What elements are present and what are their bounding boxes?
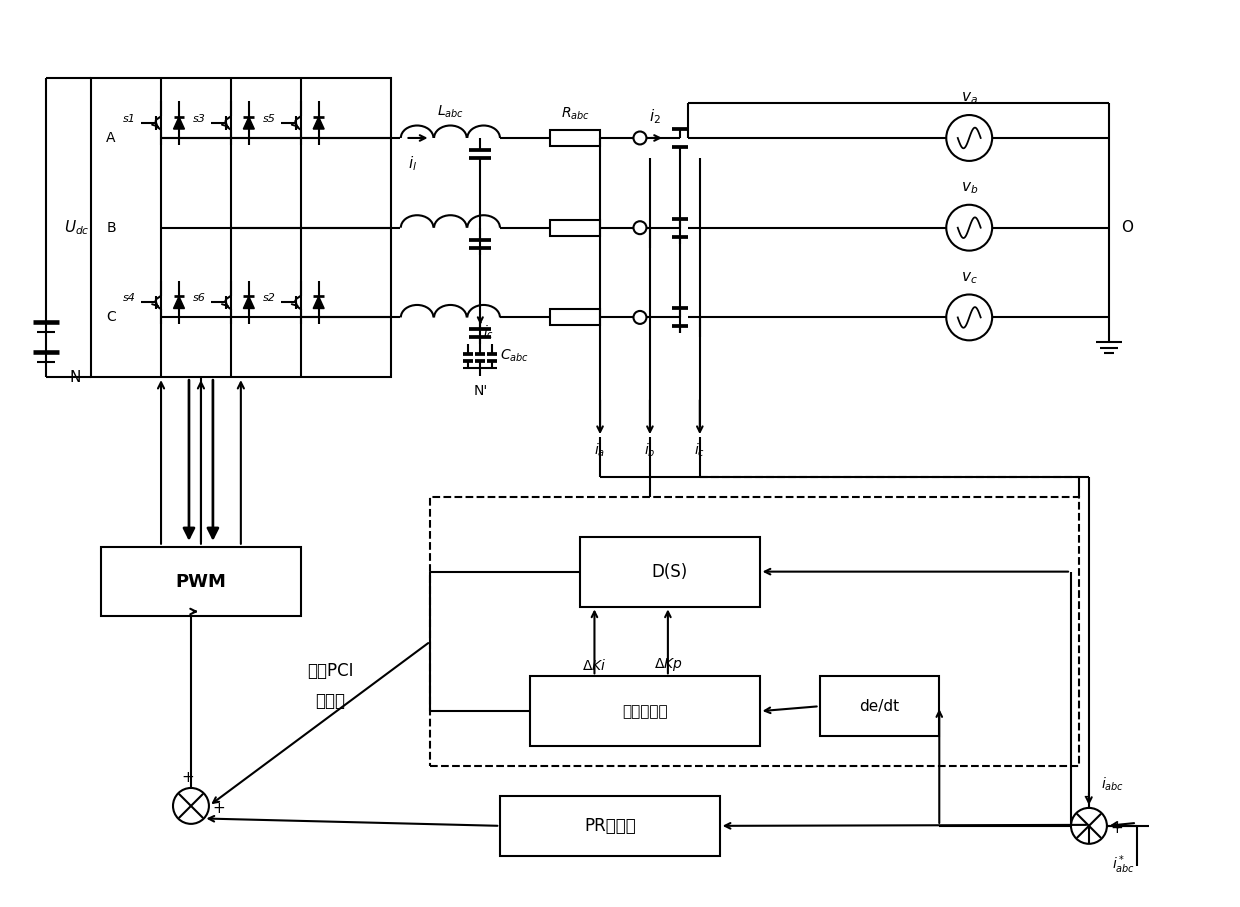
Text: $R_{abc}$: $R_{abc}$	[560, 105, 589, 122]
Text: $U_{dc}$: $U_{dc}$	[64, 219, 89, 237]
Text: $i_{abc}$: $i_{abc}$	[1101, 775, 1125, 793]
Text: $v_a$: $v_a$	[961, 91, 977, 106]
Bar	[820, 677, 939, 736]
Polygon shape	[314, 117, 324, 129]
Text: s2: s2	[263, 294, 275, 304]
Text: 模糊PCI: 模糊PCI	[308, 662, 353, 680]
Polygon shape	[243, 297, 254, 308]
Text: s4: s4	[123, 294, 136, 304]
Text: $\Delta Kp$: $\Delta Kp$	[653, 657, 682, 673]
Polygon shape	[314, 297, 324, 308]
Text: -: -	[1083, 787, 1089, 805]
Text: $i_l$: $i_l$	[408, 154, 417, 172]
Text: $i_b$: $i_b$	[644, 442, 656, 460]
Text: C: C	[107, 310, 115, 325]
Text: s1: s1	[123, 114, 136, 124]
Text: B: B	[107, 220, 115, 235]
Polygon shape	[243, 117, 254, 129]
Bar	[102, 547, 301, 617]
Text: $i^*_{abc}$: $i^*_{abc}$	[1112, 853, 1135, 876]
Text: N: N	[69, 370, 81, 385]
Text: $i_c$: $i_c$	[484, 324, 495, 341]
Bar	[551, 130, 600, 146]
Text: s6: s6	[193, 294, 206, 304]
Bar	[580, 537, 760, 607]
Bar	[531, 677, 760, 746]
Bar	[92, 78, 391, 377]
Text: $\Delta Ki$: $\Delta Ki$	[583, 658, 606, 673]
Text: 模糊控制器: 模糊控制器	[622, 704, 668, 718]
Text: 控制器: 控制器	[316, 692, 346, 710]
Text: $v_b$: $v_b$	[961, 180, 978, 196]
Text: +: +	[181, 770, 195, 785]
Bar	[500, 796, 719, 856]
Text: PR控制器: PR控制器	[584, 817, 636, 834]
Text: +: +	[1110, 822, 1122, 836]
Bar	[551, 309, 600, 326]
Polygon shape	[174, 117, 185, 129]
Text: D(S): D(S)	[652, 562, 688, 580]
Text: s5: s5	[263, 114, 275, 124]
Bar	[551, 219, 600, 236]
Text: O: O	[1121, 220, 1133, 235]
Text: +: +	[212, 802, 224, 816]
Text: $i_c$: $i_c$	[694, 442, 706, 460]
Text: s3: s3	[193, 114, 206, 124]
Text: PWM: PWM	[176, 572, 227, 590]
Text: N': N'	[474, 385, 487, 398]
Text: $v_c$: $v_c$	[961, 269, 977, 286]
Text: $L_{abc}$: $L_{abc}$	[436, 103, 464, 120]
Text: $i_2$: $i_2$	[649, 107, 661, 126]
Text: de/dt: de/dt	[859, 698, 899, 714]
Text: $i_a$: $i_a$	[594, 442, 605, 460]
Bar	[430, 497, 1079, 766]
Text: A: A	[107, 131, 115, 145]
Text: $C_{abc}$: $C_{abc}$	[500, 348, 529, 365]
Polygon shape	[174, 297, 185, 308]
